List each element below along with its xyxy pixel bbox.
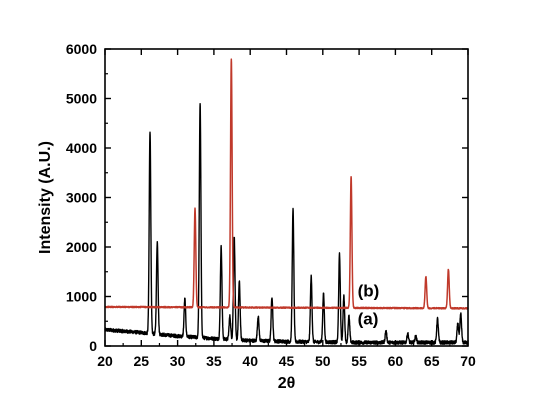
y-tick-label: 3000: [66, 190, 97, 206]
x-tick-label: 25: [134, 353, 150, 369]
x-tick-label: 65: [424, 353, 440, 369]
y-tick-label: 4000: [66, 140, 97, 156]
plot-frame: [104, 48, 469, 347]
y-tick-label: 6000: [66, 41, 97, 57]
x-tick-label: 70: [460, 353, 476, 369]
x-tick-label: 40: [242, 353, 258, 369]
axis-text: 20 25 30 35 40 45 50 55 60 65 70 0 1000 2000 3000 4000 5…: [37, 41, 476, 392]
series-line-b: [104, 58, 469, 310]
x-tick-label: 50: [315, 353, 331, 369]
x-axis-title: 2θ: [278, 375, 296, 392]
curve-label-a: (a): [358, 310, 379, 329]
y-tick-label: 5000: [66, 91, 97, 107]
x-tick-label: 55: [351, 353, 367, 369]
plot-area: [104, 48, 469, 347]
y-tick-label: 0: [89, 338, 97, 354]
y-tick-label: 1000: [66, 289, 97, 305]
curve-label-b: (b): [358, 282, 380, 301]
x-tick-label: 20: [97, 353, 113, 369]
x-tick-label: 60: [388, 353, 404, 369]
y-axis-title: Intensity (A.U.): [37, 141, 54, 254]
y-tick-label: 2000: [66, 239, 97, 255]
x-tick-label: 45: [279, 353, 295, 369]
x-tick-label: 35: [206, 353, 222, 369]
x-tick-label: 30: [170, 353, 186, 369]
axis-ticks: [104, 48, 469, 347]
